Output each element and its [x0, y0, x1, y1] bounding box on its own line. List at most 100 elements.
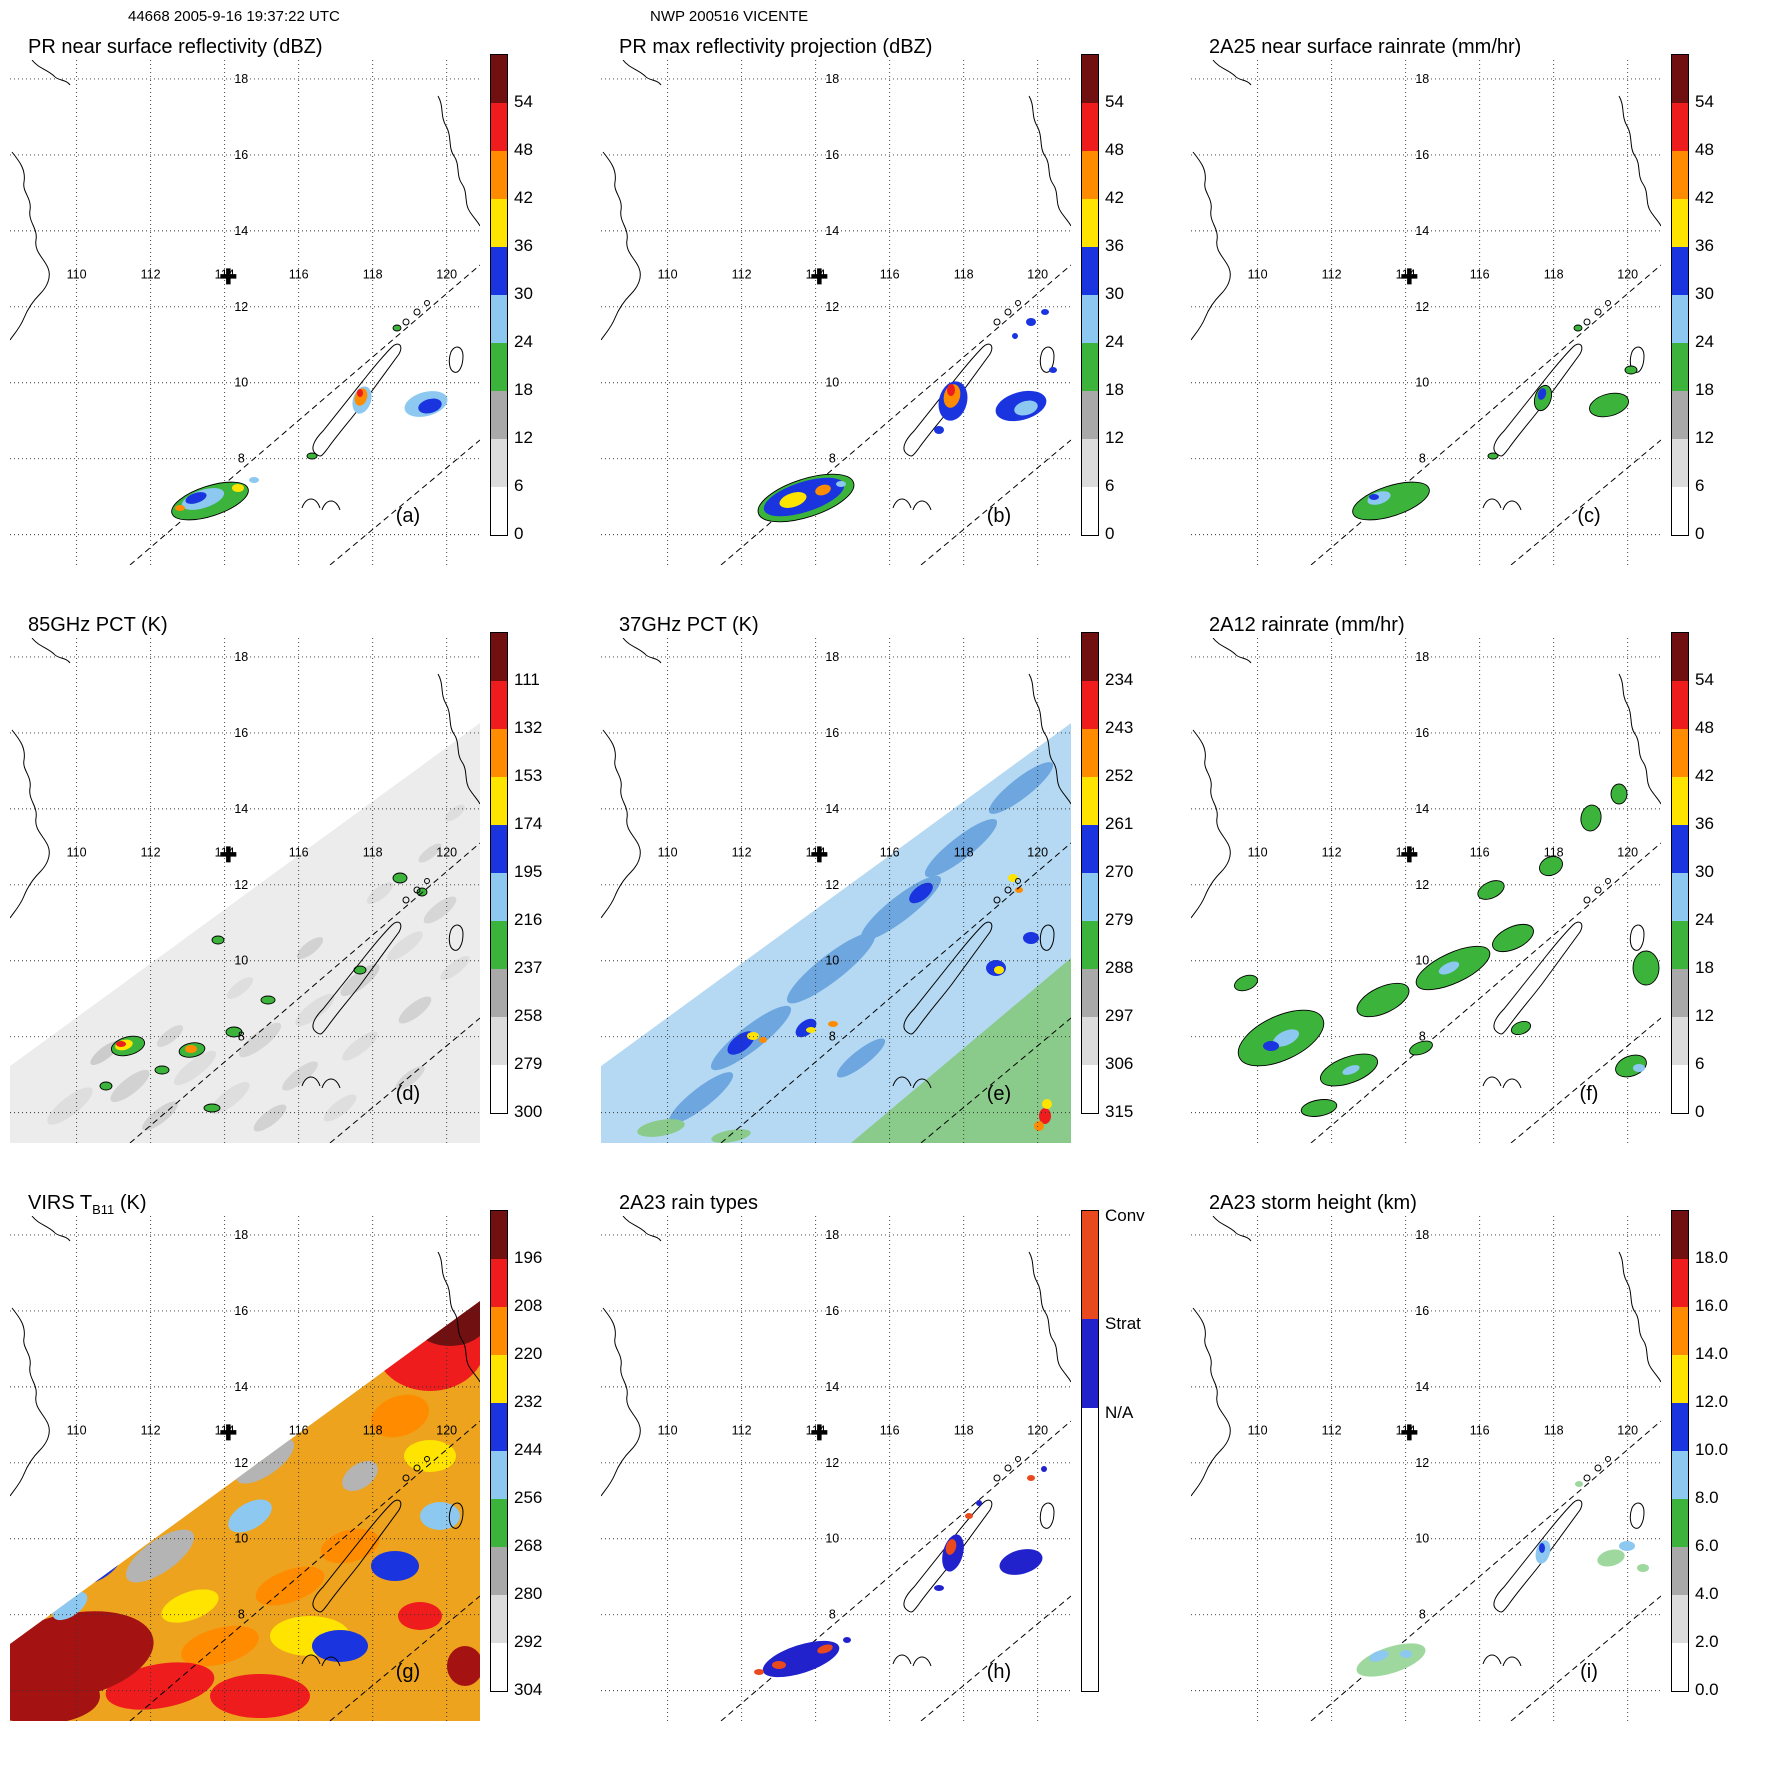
- colorbar-tick-label: 30: [1695, 284, 1714, 303]
- map-background: [10, 60, 480, 565]
- svg-text:110: 110: [67, 846, 87, 860]
- colorbar-segment: [491, 103, 507, 151]
- colorbar-tick-label: 232: [514, 1392, 543, 1411]
- data-blobs: [1356, 1481, 1649, 1677]
- colorbar-segment: [491, 55, 507, 103]
- svg-text:8: 8: [238, 452, 245, 466]
- colorbar-segment: [1672, 1595, 1688, 1643]
- swath-edge-lines: [720, 842, 1071, 1143]
- svg-text:10: 10: [1415, 1532, 1429, 1546]
- svg-text:116: 116: [880, 268, 900, 282]
- colorbar-tick-label: 2.0: [1695, 1632, 1719, 1651]
- colorbar-segment: [491, 729, 507, 777]
- colorbar-segment: [1082, 633, 1098, 681]
- swath-edge-lines: [129, 842, 480, 1143]
- storm-center-cross: [811, 846, 828, 863]
- colorbar-tick-label: 0: [1695, 524, 1705, 543]
- colorbar-tick-label: 258: [514, 1006, 543, 1025]
- colorbar-tick-label: 48: [514, 140, 533, 159]
- coastline: [10, 60, 480, 511]
- map-background: [1191, 1216, 1661, 1721]
- colorbar-tick-label: 0: [1105, 524, 1115, 543]
- colorbar-segment: [1672, 1355, 1688, 1403]
- colorbar-tick-label: 153: [514, 766, 543, 785]
- colorbar-segment: [1082, 777, 1098, 825]
- coastline: [10, 1216, 480, 1667]
- colorbar-segment: [1672, 633, 1688, 681]
- colorbar-segment: [491, 1211, 507, 1259]
- colorbar-tick-label: 304: [514, 1680, 543, 1699]
- colorbar-segment: [1082, 439, 1098, 487]
- colorbar-tick-label: 54: [514, 92, 533, 111]
- colorbar-segment: [491, 873, 507, 921]
- storm-center-cross: [220, 268, 237, 285]
- colorbar-category-label: Strat: [1105, 1314, 1141, 1333]
- colorbar: [1671, 632, 1689, 1114]
- colorbar-segment: [1672, 1307, 1688, 1355]
- svg-text:118: 118: [1544, 1424, 1564, 1438]
- svg-text:16: 16: [825, 726, 839, 740]
- svg-text:14: 14: [234, 1380, 248, 1394]
- colorbar-tick-label: 196: [514, 1248, 543, 1267]
- grid-lines: [10, 60, 480, 565]
- svg-text:10: 10: [825, 1532, 839, 1546]
- svg-text:8: 8: [1419, 1030, 1426, 1044]
- storm-center-cross: [811, 1424, 828, 1441]
- colorbar-tick-label: 0.0: [1695, 1680, 1719, 1699]
- colorbar-tick-label: 279: [514, 1054, 543, 1073]
- colorbar-tick-label: 297: [1105, 1006, 1134, 1025]
- svg-text:118: 118: [954, 846, 974, 860]
- map-panel-b: PR max reflectivity projection (dBZ) 110…: [591, 34, 1181, 612]
- colorbar-segment: [491, 151, 507, 199]
- colorbar-tick-label: 280: [514, 1584, 543, 1603]
- coastline: [1191, 1216, 1661, 1667]
- svg-text:10: 10: [825, 954, 839, 968]
- svg-text:110: 110: [658, 846, 678, 860]
- data-blobs: [1352, 324, 1638, 521]
- panel-letter: (a): [396, 505, 420, 527]
- colorbar-segment: [491, 1643, 507, 1691]
- colorbar-tick-label: 48: [1695, 718, 1714, 737]
- map-panel-h: 2A23 rain types 110 112 114 116 118 120 18 16 14…: [591, 1190, 1181, 1768]
- colorbar-segment: [1672, 247, 1688, 295]
- colorbar-category-label: Conv: [1105, 1206, 1145, 1225]
- colorbar-tick-label: 16.0: [1695, 1296, 1729, 1315]
- svg-text:110: 110: [67, 1424, 87, 1438]
- colorbar-segment: [491, 1307, 507, 1355]
- colorbar-tick-label: 12.0: [1695, 1392, 1729, 1411]
- svg-text:10: 10: [1415, 376, 1429, 390]
- svg-text:112: 112: [732, 1424, 752, 1438]
- colorbar-category-label: N/A: [1105, 1402, 1134, 1422]
- colorbar-tick-label: 14.0: [1695, 1344, 1729, 1363]
- colorbar-segment: [491, 969, 507, 1017]
- map-panel-a: PR near surface reflectivity (dBZ) 110 11…: [0, 34, 590, 612]
- colorbar-tick-label: 261: [1105, 814, 1134, 833]
- coastline: [1191, 60, 1661, 511]
- colorbar-segment: [491, 1355, 507, 1403]
- colorbar-segment: [1672, 1451, 1688, 1499]
- colorbar-tick-label: 195: [514, 862, 543, 881]
- colorbar-segment: [491, 633, 507, 681]
- data-blobs: [99, 872, 428, 1113]
- svg-text:16: 16: [825, 1304, 839, 1318]
- svg-text:8: 8: [1419, 452, 1426, 466]
- colorbar: [1671, 54, 1689, 536]
- colorbar-tick-label: 18: [1695, 380, 1714, 399]
- colorbar-tick-label: 54: [1105, 92, 1124, 111]
- svg-text:10: 10: [825, 376, 839, 390]
- svg-text:116: 116: [880, 846, 900, 860]
- colorbar-segment: [1082, 247, 1098, 295]
- svg-text:118: 118: [363, 268, 383, 282]
- colorbar-tick-label: 24: [1695, 332, 1714, 351]
- map-panel-d: 85GHz PCT (K) 110 112 114 116 118 120 18 16 14 12…: [0, 612, 590, 1190]
- colorbar: [1081, 54, 1099, 536]
- data-swath-field: [10, 1301, 480, 1721]
- svg-text:18: 18: [825, 1228, 839, 1242]
